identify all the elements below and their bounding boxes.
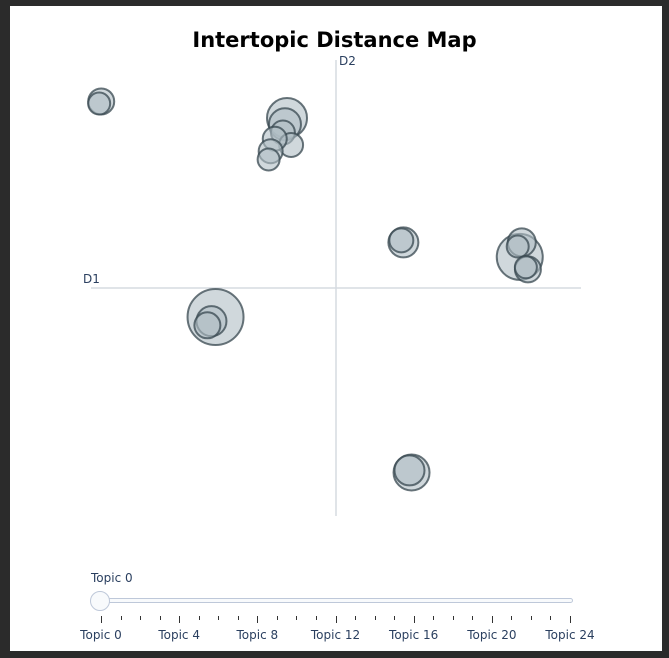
slider-track[interactable] [99, 598, 573, 603]
topic-bubble-20[interactable] [393, 454, 426, 487]
d2-axis-label: D2 [339, 54, 356, 68]
topic-bubble-1[interactable] [87, 91, 112, 116]
topic-bubbles [87, 87, 544, 492]
topic-bubble-13[interactable] [505, 234, 530, 259]
chart-title: Intertopic Distance Map [192, 28, 477, 52]
slider-handle[interactable] [90, 591, 110, 611]
topic-bubble-8[interactable] [256, 147, 281, 172]
d1-axis-label: D1 [83, 272, 100, 286]
topic-bubble-10[interactable] [388, 227, 415, 254]
topic-bubble-18[interactable] [193, 311, 222, 340]
topic-bubble-15[interactable] [513, 255, 538, 280]
